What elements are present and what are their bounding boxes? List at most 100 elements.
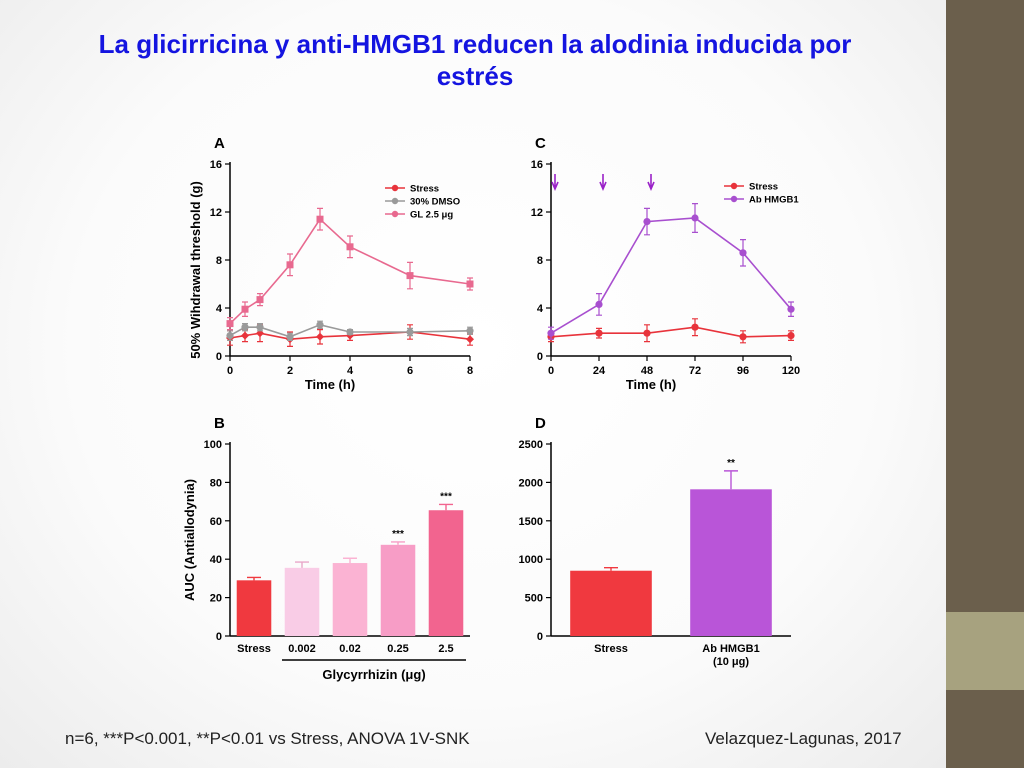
legend-label: Ab HMGB1 (749, 195, 799, 206)
legend-swatch-marker (391, 210, 399, 218)
series-line (229, 217, 471, 325)
data-point (595, 329, 603, 337)
category-label: 0.02 (339, 643, 360, 655)
x-tick-label: 4 (347, 365, 354, 377)
significance-marker: *** (440, 491, 452, 502)
y-tick-label: 60 (210, 516, 222, 528)
legend-label: GL 2.5 μg (410, 210, 453, 221)
injection-arrow (551, 174, 559, 192)
bar (284, 567, 320, 636)
error-bar (343, 557, 357, 564)
legend-label: 30% DMSO (410, 197, 460, 208)
legend-label: Stress (410, 184, 439, 195)
y-tick-label: 12 (531, 207, 543, 219)
y-tick-label: 16 (210, 159, 222, 171)
series-line (550, 326, 792, 338)
slide-background (0, 0, 946, 768)
data-point (406, 272, 414, 280)
data-point (739, 333, 747, 341)
data-point (256, 296, 264, 304)
x-tick-label: 96 (737, 365, 749, 377)
y-tick-label: 8 (216, 255, 222, 267)
y-axis-label: AUC (Antiallodynia) (182, 479, 197, 601)
y-tick-label: 0 (216, 631, 222, 643)
data-point (547, 329, 555, 337)
series-line (550, 217, 792, 334)
data-point (241, 305, 249, 313)
panel-letter: A (214, 135, 225, 152)
data-point (406, 328, 414, 336)
chart-panel-A: A 0 4 8 12 16 0 2 4 6 8 Time (h) 50% Wihdrawal thres… (188, 135, 474, 392)
y-axis-label: 50% Wihdrawal threshold (g) (188, 181, 203, 359)
bar (690, 489, 772, 636)
x-axis-label: Glycyrrhizin (μg) (322, 667, 425, 682)
y-tick-label: 0 (537, 351, 543, 363)
y-tick-label: 2000 (519, 477, 543, 489)
data-point (316, 321, 324, 329)
error-bar (391, 541, 405, 545)
y-tick-label: 1500 (519, 516, 543, 528)
bar (332, 563, 368, 636)
category-sublabel: (10 μg) (713, 656, 749, 668)
y-tick-label: 0 (537, 631, 543, 643)
x-tick-label: 24 (593, 365, 606, 377)
data-point (226, 332, 234, 340)
x-axis-label: Time (h) (305, 377, 355, 392)
category-label: 2.5 (438, 643, 453, 655)
legend-swatch-marker (730, 195, 738, 203)
data-point (241, 331, 249, 340)
error-bar (439, 503, 453, 511)
data-point (226, 320, 234, 328)
data-point (256, 323, 264, 331)
y-tick-label: 8 (537, 255, 543, 267)
x-tick-label: 2 (287, 365, 293, 377)
injection-arrow (599, 174, 607, 192)
x-tick-label: 0 (548, 365, 554, 377)
chart-panel-D: D 0 500 1000 1500 2000 2500 Stress ** Ab HMGB1(10… (519, 415, 791, 668)
data-point (466, 327, 474, 335)
data-point (466, 335, 474, 344)
data-point (346, 243, 354, 251)
x-axis-label: Time (h) (626, 377, 676, 392)
y-tick-label: 40 (210, 554, 222, 566)
category-label: Stress (237, 643, 271, 655)
y-tick-label: 500 (525, 593, 543, 605)
y-tick-label: 1000 (519, 554, 543, 566)
legend-swatch-marker (730, 182, 738, 190)
side-bar-accent (946, 612, 1024, 690)
chart-panel-B: B 0 20 40 60 80 100 Stress 0.002 0.02 *** 0.25 *** 2.… (182, 415, 470, 682)
citation: Velazquez-Lagunas, 2017 (705, 729, 902, 748)
y-tick-label: 80 (210, 477, 222, 489)
data-point (643, 329, 651, 337)
data-point (241, 323, 249, 331)
data-point (691, 214, 699, 222)
x-tick-label: 120 (782, 365, 800, 377)
x-tick-label: 6 (407, 365, 413, 377)
data-point (286, 333, 294, 341)
significance-marker: *** (392, 529, 404, 540)
figure: A 0 4 8 12 16 0 2 4 6 8 Time (h) 50% Wihdrawal thres… (182, 135, 800, 682)
x-tick-label: 8 (467, 365, 473, 377)
bar (236, 580, 272, 636)
legend-swatch-marker (391, 184, 399, 192)
category-label: Stress (594, 643, 628, 655)
bar (428, 510, 464, 636)
bar (570, 570, 652, 636)
error-bar (295, 561, 309, 568)
legend-swatch-marker (391, 197, 399, 205)
x-tick-label: 0 (227, 365, 233, 377)
error-bar (724, 470, 738, 490)
panel-letter: B (214, 415, 225, 432)
category-label: 0.25 (387, 643, 408, 655)
data-point (346, 328, 354, 336)
data-point (316, 332, 324, 341)
category-label: Ab HMGB1 (702, 643, 759, 655)
data-point (643, 218, 651, 226)
error-bar (247, 576, 261, 581)
y-tick-label: 0 (216, 351, 222, 363)
slide-title: La glicirricina y anti-HMGB1 reducen la … (98, 29, 852, 91)
data-point (286, 261, 294, 269)
legend-label: Stress (749, 182, 778, 193)
x-tick-label: 72 (689, 365, 701, 377)
